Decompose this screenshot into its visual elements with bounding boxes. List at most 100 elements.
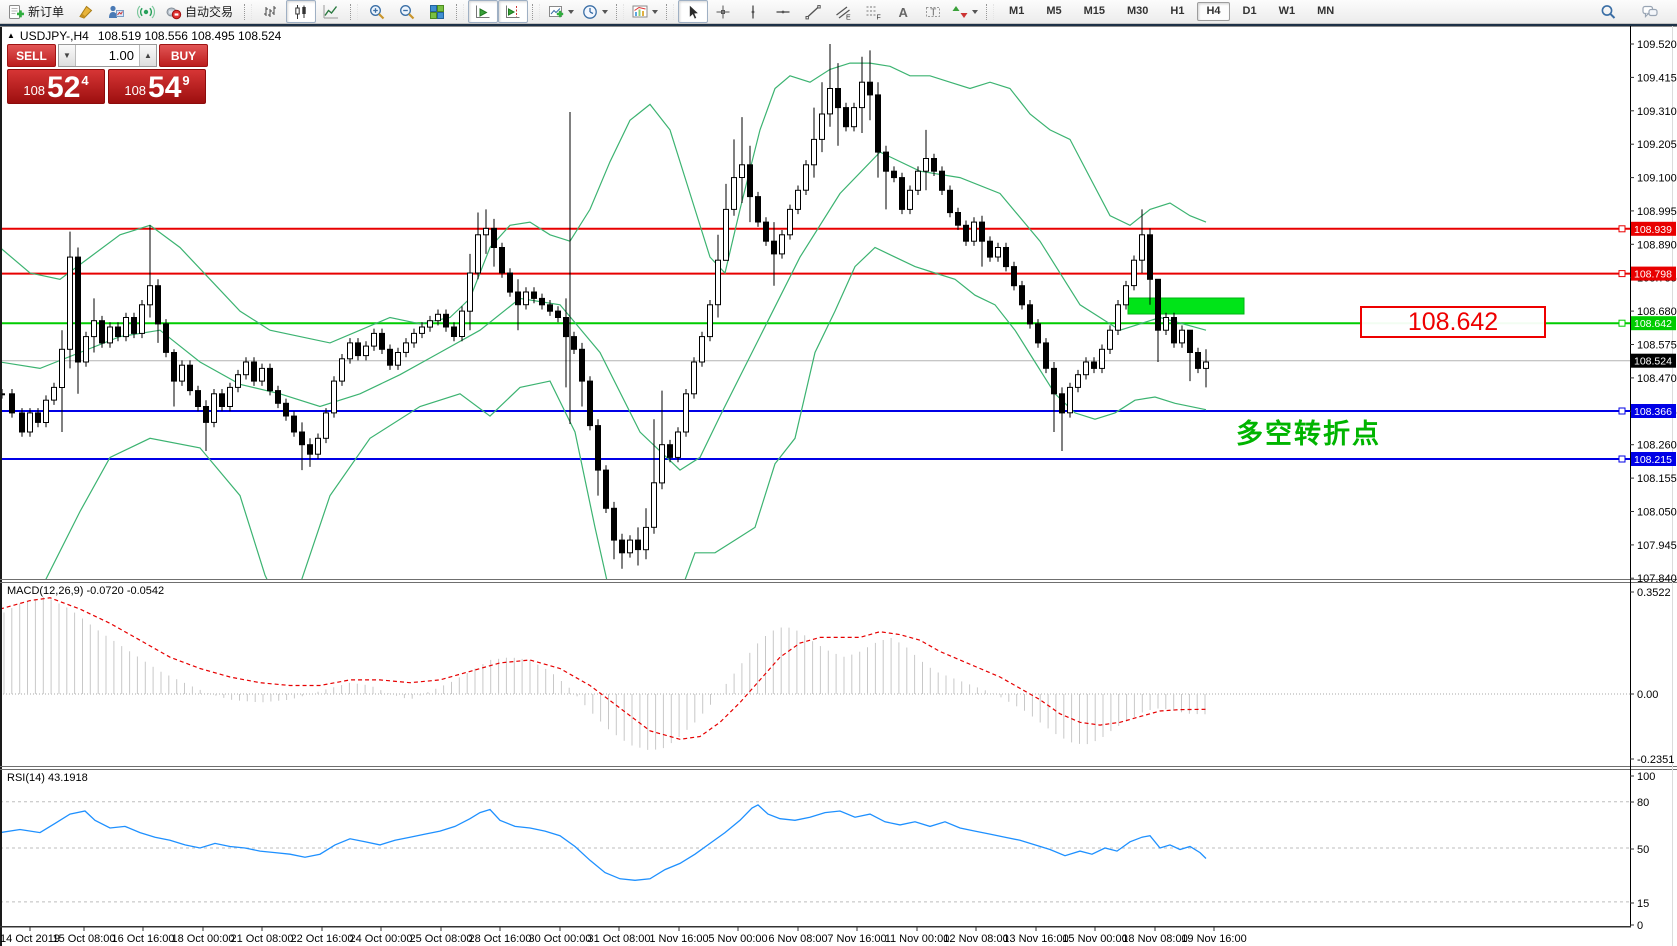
auto-scroll-icon xyxy=(476,5,490,18)
toolbar: 新订单 自动交易 E F A T M1 M5 M15 M30 H1 H4 D1 W1 MN xyxy=(0,0,1677,24)
horizontal-lines xyxy=(0,227,1630,460)
buy-button[interactable]: BUY xyxy=(159,44,208,67)
svg-text:0.3522: 0.3522 xyxy=(1637,587,1671,599)
new-chart-button[interactable] xyxy=(544,0,578,23)
profile-icon xyxy=(109,5,125,18)
chevron-down-icon[interactable] xyxy=(652,9,659,14)
crosshair-tool-button[interactable] xyxy=(708,0,738,23)
volume-increase-button[interactable]: ▲ xyxy=(139,45,156,66)
metaeditor-button[interactable] xyxy=(71,0,101,23)
cursor-icon xyxy=(689,3,700,19)
sell-price-box[interactable]: 108 52 4 xyxy=(7,69,105,104)
signal-icon xyxy=(137,5,156,18)
window-border xyxy=(0,24,1677,26)
chinese-annotation-text[interactable]: 多空转折点 xyxy=(1236,419,1381,449)
svg-text:13 Nov 16:00: 13 Nov 16:00 xyxy=(1003,933,1068,945)
svg-text:T: T xyxy=(930,7,936,18)
chart-shift-button[interactable] xyxy=(498,0,529,23)
chevron-down-icon[interactable] xyxy=(972,9,979,14)
trendline-tool-button[interactable] xyxy=(798,0,828,23)
svg-text:24 Oct 00:00: 24 Oct 00:00 xyxy=(350,933,413,945)
svg-text:25 Oct 08:00: 25 Oct 08:00 xyxy=(410,933,473,945)
rsi-line xyxy=(2,804,1207,881)
svg-text:21 Oct 08:00: 21 Oct 08:00 xyxy=(231,933,294,945)
zoom-in-button[interactable] xyxy=(362,0,392,23)
svg-text:A: A xyxy=(899,5,909,20)
sell-button[interactable]: SELL xyxy=(7,44,56,67)
line-chart-button[interactable] xyxy=(316,0,346,23)
collapse-arrow-icon[interactable]: ▲ xyxy=(7,31,15,40)
svg-text:6 Nov 08:00: 6 Nov 08:00 xyxy=(768,933,827,945)
search-button[interactable] xyxy=(1593,0,1623,23)
channel-tool-button[interactable]: E xyxy=(828,0,858,23)
svg-text:1 Nov 16:00: 1 Nov 16:00 xyxy=(649,933,708,945)
svg-text:15 Oct 08:00: 15 Oct 08:00 xyxy=(53,933,116,945)
terminal-button[interactable] xyxy=(101,0,131,23)
autotrading-button[interactable]: 自动交易 xyxy=(161,0,240,23)
chat-button[interactable] xyxy=(1635,0,1665,23)
volume-decrease-button[interactable]: ▼ xyxy=(59,45,76,66)
svg-text:16 Oct 16:00: 16 Oct 16:00 xyxy=(112,933,175,945)
timeframe-h1[interactable]: H1 xyxy=(1170,5,1185,17)
candlestick-chart-button[interactable] xyxy=(286,0,317,23)
buy-price-box[interactable]: 108 54 9 xyxy=(108,69,206,104)
macd-signal-line xyxy=(2,597,1207,740)
timeframe-m1[interactable]: M1 xyxy=(1009,5,1025,17)
svg-text:108.260: 108.260 xyxy=(1637,440,1677,452)
zoom-in-icon xyxy=(370,4,385,19)
candles-series xyxy=(2,44,1209,569)
new-order-button[interactable]: 新订单 xyxy=(4,0,71,23)
hline-icon xyxy=(776,10,790,13)
horizontal-line-tool-button[interactable] xyxy=(768,0,798,23)
macd-indicator-label: MACD(12,26,9) -0.0720 -0.0542 xyxy=(7,585,165,597)
text-icon: A xyxy=(899,5,909,20)
autotrading-icon xyxy=(166,7,182,19)
chevron-down-icon[interactable] xyxy=(568,9,575,14)
new-chart-icon xyxy=(549,5,564,17)
arrows-tool-button[interactable] xyxy=(948,0,982,23)
svg-text:50: 50 xyxy=(1637,844,1649,856)
timeframe-d1[interactable]: D1 xyxy=(1242,5,1257,17)
zoom-out-button[interactable] xyxy=(392,0,422,23)
svg-text:108.155: 108.155 xyxy=(1637,473,1677,485)
label-tool-button[interactable]: T xyxy=(918,0,948,23)
tile-windows-icon xyxy=(430,4,445,19)
tile-windows-button[interactable] xyxy=(422,0,452,23)
toolbar-grip xyxy=(616,3,625,20)
timeframe-w1[interactable]: W1 xyxy=(1278,5,1296,17)
svg-text:108.575: 108.575 xyxy=(1637,340,1677,352)
fibonacci-tool-button[interactable]: F xyxy=(858,0,888,23)
svg-text:108.939: 108.939 xyxy=(1634,224,1672,236)
toolbar-grip xyxy=(986,3,995,20)
buy-price-pips: 54 xyxy=(148,71,182,104)
chevron-down-icon[interactable] xyxy=(602,9,609,14)
timeframe-h4[interactable]: H4 xyxy=(1197,2,1230,21)
text-tool-button[interactable]: A xyxy=(888,0,918,23)
bars-chart-button[interactable] xyxy=(256,0,286,23)
timeframe-m30[interactable]: M30 xyxy=(1127,5,1149,17)
svg-text:108.470: 108.470 xyxy=(1637,373,1677,385)
svg-text:108.366: 108.366 xyxy=(1634,406,1672,418)
timeframe-m15[interactable]: M15 xyxy=(1083,5,1105,17)
svg-text:19 Nov 16:00: 19 Nov 16:00 xyxy=(1181,933,1246,945)
svg-text:28 Oct 16:00: 28 Oct 16:00 xyxy=(469,933,532,945)
signals-button[interactable] xyxy=(131,0,161,23)
volume-stepper: ▼ ▲ xyxy=(58,44,157,67)
svg-text:7 Nov 16:00: 7 Nov 16:00 xyxy=(827,933,886,945)
search-icon xyxy=(1601,4,1616,19)
cursor-tool-button[interactable] xyxy=(678,0,709,23)
sell-price-point: 4 xyxy=(81,73,89,88)
indicators-button[interactable] xyxy=(628,0,662,23)
zoom-out-icon xyxy=(400,4,415,19)
vertical-line-tool-button[interactable] xyxy=(738,0,768,23)
bollinger-bands xyxy=(2,62,1207,579)
timeframe-mn[interactable]: MN xyxy=(1317,5,1335,17)
price-annotation-label[interactable]: 108.642 xyxy=(1360,306,1546,338)
timeframe-m5[interactable]: M5 xyxy=(1046,5,1062,17)
volume-input[interactable] xyxy=(76,45,139,66)
auto-scroll-button[interactable] xyxy=(468,0,499,23)
profiles-button[interactable] xyxy=(578,0,612,23)
svg-text:109.415: 109.415 xyxy=(1637,72,1677,84)
svg-text:-0.2351: -0.2351 xyxy=(1637,754,1674,766)
chart-canvas[interactable]: 109.520 109.415 109.310 109.205 109.100 108.9… xyxy=(0,26,1677,946)
